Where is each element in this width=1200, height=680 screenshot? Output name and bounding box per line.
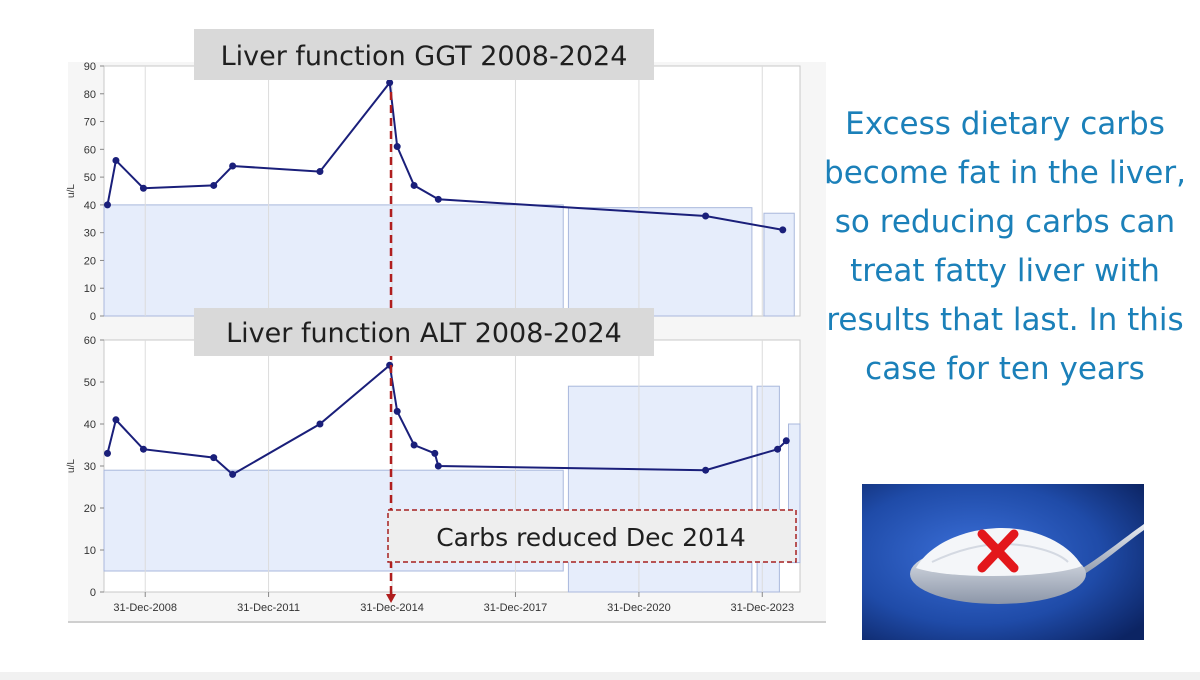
annotation-text: Carbs reduced Dec 2014 [436,523,746,552]
ggt-data-point [139,184,147,192]
sugar-spoon-photo [862,484,1144,640]
alt-data-point [103,449,111,457]
explanation-text: Excess dietary carbs become fat in the l… [824,106,1186,387]
ggt-y-tick-label: 60 [84,144,96,156]
ggt-series-points [103,79,787,234]
ggt-data-point [410,181,418,189]
x-tick-label: 31-Dec-2020 [607,602,671,614]
annotation-box: Carbs reduced Dec 2014 [387,509,797,563]
ggt-chart-title: Liver function GGT 2008-2024 [221,41,628,72]
ggt-reference-bands [103,204,795,317]
ggt-reference-band-1 [103,204,564,317]
ggt-data-point [779,226,787,234]
alt-data-point [393,407,401,415]
ggt-data-point [112,156,120,164]
ggt-y-tick-label: 70 [84,117,96,129]
red-x-icon [977,529,1019,573]
alt-y-axis-label: u/L [66,459,77,473]
alt-y-tick-label: 10 [84,545,96,557]
alt-y-axis: 0 10 20 30 40 50 60 [84,335,104,599]
alt-chart-title: Liver function ALT 2008-2024 [226,318,622,349]
alt-y-tick-label: 40 [84,419,96,431]
x-tick-label: 31-Dec-2008 [113,602,177,614]
alt-y-tick-label: 0 [90,587,96,599]
ggt-series-line [106,80,783,231]
ggt-chart: 0 10 20 30 40 50 60 70 80 90 u/L [66,61,801,323]
ggt-y-axis: 0 10 20 30 40 50 60 70 80 90 [84,61,104,323]
ggt-data-point [210,181,218,189]
ggt-data-point [393,143,401,151]
carbs-reduced-arrow [386,594,397,603]
x-axis: 31-Dec-2008 31-Dec-2011 31-Dec-2014 31-Dec-… [113,592,794,614]
alt-data-point [229,470,237,478]
ggt-y-axis-label: u/L [66,184,77,198]
alt-data-point [774,445,782,453]
ggt-title-box: Liver function GGT 2008-2024 [194,29,654,80]
alt-reference-band-4 [788,423,801,564]
alt-data-point [782,437,790,445]
alt-series-line [106,363,787,476]
x-tick-label: 31-Dec-2023 [730,602,794,614]
alt-data-point [139,445,147,453]
alt-y-tick-label: 60 [84,335,96,347]
alt-data-point [316,420,324,428]
spoon-handle [1076,524,1144,578]
alt-data-point [112,416,120,424]
alt-data-point [434,462,442,470]
alt-title-box: Liver function ALT 2008-2024 [194,308,654,356]
ggt-data-point [434,195,442,203]
x-tick-label: 31-Dec-2011 [237,602,300,614]
ggt-reference-band-2 [567,207,753,317]
alt-data-point [410,441,418,449]
alt-y-tick-label: 50 [84,377,96,389]
ggt-y-tick-label: 40 [84,200,96,212]
alt-data-point [210,454,218,462]
ggt-data-point [316,168,324,176]
ggt-y-tick-label: 80 [84,89,96,101]
ggt-reference-band-3 [763,212,795,317]
footer-bar [0,672,1200,680]
ggt-y-tick-label: 50 [84,172,96,184]
ggt-data-point [386,79,394,87]
ggt-data-point [103,201,111,209]
ggt-data-point [702,212,710,220]
alt-y-tick-label: 30 [84,461,96,473]
alt-data-point [431,449,439,457]
ggt-y-tick-label: 30 [84,228,96,240]
ggt-data-point [229,162,237,170]
alt-data-point [702,466,710,474]
ggt-y-tick-label: 90 [84,61,96,73]
ggt-y-tick-label: 20 [84,255,96,267]
ggt-y-tick-label: 0 [90,311,96,323]
alt-series-points [103,361,790,478]
x-tick-label: 31-Dec-2017 [484,602,548,614]
alt-y-tick-label: 20 [84,503,96,515]
x-tick-label: 31-Dec-2014 [360,602,424,614]
ggt-y-tick-label: 10 [84,283,96,295]
